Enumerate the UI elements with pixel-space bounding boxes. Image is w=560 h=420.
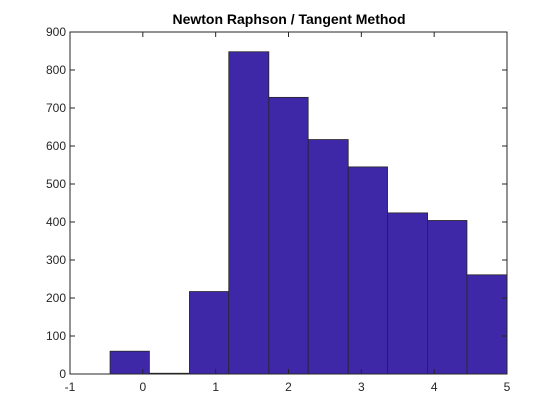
x-tick-label: 2: [285, 380, 292, 394]
x-tick-label: 3: [358, 380, 365, 394]
y-tick-label: 400: [46, 215, 66, 229]
y-tick-label: 500: [46, 177, 66, 191]
chart-title: Newton Raphson / Tangent Method: [172, 11, 405, 27]
y-tick-label: 700: [46, 101, 66, 115]
y-tick-label: 300: [46, 253, 66, 267]
histogram-bar: [228, 51, 270, 375]
x-tick-label: 5: [504, 380, 511, 394]
y-tick-label: 900: [46, 25, 66, 39]
bars-group: [109, 51, 508, 375]
histogram-bar: [466, 274, 508, 375]
y-tick-label: 800: [46, 63, 66, 77]
histogram-bar: [307, 139, 349, 375]
y-tick-label: 600: [46, 139, 66, 153]
histogram-bar: [387, 212, 429, 375]
histogram-bar: [347, 166, 388, 375]
x-tick-label: 4: [431, 380, 438, 394]
x-tick-label: 1: [212, 380, 219, 394]
y-tick-label: 100: [46, 329, 66, 343]
histogram-bar: [189, 291, 230, 375]
x-tick-label: -1: [65, 380, 76, 394]
histogram-bar: [427, 220, 468, 375]
y-tick-label: 200: [46, 291, 66, 305]
histogram-bar: [109, 350, 150, 375]
x-tick-label: 0: [139, 380, 146, 394]
y-tick-label: 0: [59, 367, 66, 381]
histogram-bar: [268, 96, 309, 375]
